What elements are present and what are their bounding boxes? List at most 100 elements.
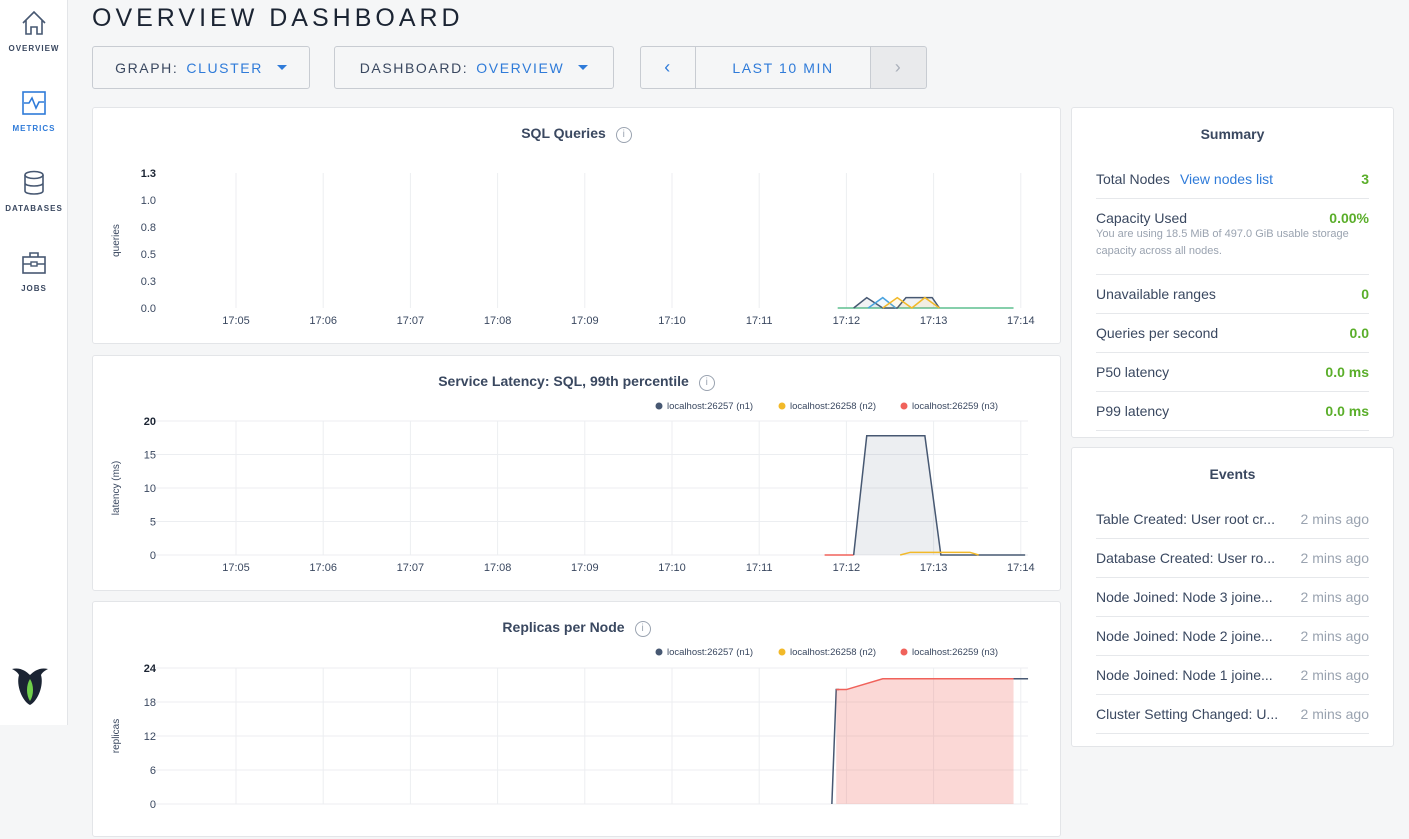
y-axis-label: latency (ms) — [111, 461, 122, 515]
summary-label: P50 latency — [1096, 364, 1170, 380]
event-item[interactable]: Table Created: User root cr... 2 mins ago — [1096, 500, 1369, 539]
legend-label[interactable]: localhost:26258 (n2) — [790, 647, 876, 658]
x-tick-label: 17:07 — [397, 562, 425, 574]
time-next-button[interactable]: › — [870, 46, 927, 89]
y-tick-label: 1.3 — [141, 168, 156, 180]
x-tick-label: 17:05 — [222, 562, 250, 574]
x-tick-label: 17:05 — [222, 315, 250, 327]
summary-value: 0.0 ms — [1325, 403, 1369, 419]
cockroach-logo[interactable] — [10, 665, 50, 707]
x-tick-label: 17:10 — [658, 315, 686, 327]
series-line — [899, 551, 979, 556]
sidebar-item-jobs[interactable]: JOBS — [0, 250, 68, 293]
legend-label[interactable]: localhost:26257 (n1) — [667, 401, 753, 412]
y-tick-label: 24 — [144, 663, 157, 675]
summary-value: 0.00% — [1329, 210, 1369, 226]
summary-row: P50 latency 0.0 ms — [1096, 353, 1369, 392]
view-nodes-link[interactable]: View nodes list — [1179, 171, 1274, 187]
x-tick-label: 17:10 — [658, 562, 686, 574]
sidebar-item-databases[interactable]: DATABASES — [0, 170, 68, 213]
summary-row: P99 latency 0.0 ms — [1096, 392, 1369, 431]
legend-swatch — [778, 402, 786, 410]
series-line — [853, 296, 941, 309]
sidebar-item-metrics[interactable]: METRICS — [0, 90, 68, 133]
y-tick-label: 0.8 — [141, 222, 156, 234]
series-line — [836, 678, 1014, 691]
dashboard-label: DASHBOARD: — [359, 59, 469, 76]
sidebar-item-label: DATABASES — [5, 204, 63, 213]
summary-label: Total Nodes — [1096, 171, 1170, 187]
legend-swatch — [900, 402, 908, 410]
legend-swatch — [900, 648, 908, 656]
chart-title: Service Latency: SQL, 99th percentile — [438, 373, 689, 389]
info-icon[interactable]: i — [615, 127, 632, 143]
event-text: Database Created: User ro... — [1096, 550, 1275, 566]
chart-replicas-per-node: Replicas per Node i 0 6 12 18 24 replicas local… — [92, 601, 1061, 837]
event-item[interactable]: Node Joined: Node 1 joine... 2 mins ago — [1096, 656, 1369, 695]
info-icon[interactable]: i — [634, 621, 651, 637]
summary-label: Queries per second — [1096, 325, 1219, 341]
sidebar-item-label: OVERVIEW — [8, 44, 60, 53]
time-prev-button[interactable]: ‹ — [640, 46, 696, 89]
sidebar-item-label: METRICS — [12, 124, 56, 133]
legend-label[interactable]: localhost:26259 (n3) — [912, 401, 998, 412]
page-title: OVERVIEW DASHBOARD — [92, 4, 464, 32]
home-icon — [22, 10, 46, 35]
x-tick-label: 17:13 — [920, 315, 948, 327]
y-tick-label: 5 — [150, 517, 156, 529]
y-tick-label: 12 — [144, 731, 156, 743]
chart-sql-queries: SQL Queries i 0.0 0.3 0.5 0.8 1.0 1.3 17:05 17:0… — [92, 107, 1061, 344]
legend-label[interactable]: localhost:26259 (n3) — [912, 647, 998, 658]
legend-label[interactable]: localhost:26258 (n2) — [790, 401, 876, 412]
chart-title: SQL Queries — [521, 125, 606, 141]
x-tick-label: 17:06 — [309, 562, 337, 574]
event-item[interactable]: Node Joined: Node 2 joine... 2 mins ago — [1096, 617, 1369, 656]
graph-dropdown[interactable]: GRAPH: CLUSTER — [92, 46, 310, 89]
time-range-selector[interactable]: LAST 10 MIN — [695, 46, 871, 89]
x-tick-label: 17:12 — [833, 562, 861, 574]
y-axis-label: queries — [111, 224, 122, 257]
graph-value: CLUSTER — [186, 59, 263, 76]
x-tick-label: 17:06 — [309, 315, 337, 327]
series-area — [836, 678, 1014, 804]
y-tick-label: 18 — [144, 697, 156, 709]
metrics-icon — [22, 91, 46, 115]
chart-title: Replicas per Node — [502, 619, 625, 635]
event-time: 2 mins ago — [1300, 589, 1369, 605]
summary-row-total-nodes: Total Nodes View nodes list 3 — [1096, 160, 1369, 199]
dashboard-dropdown[interactable]: DASHBOARD: OVERVIEW — [334, 46, 614, 89]
summary-title: Summary — [1200, 126, 1265, 142]
x-tick-label: 17:08 — [484, 315, 512, 327]
summary-label: P99 latency — [1096, 403, 1170, 419]
legend-label[interactable]: localhost:26257 (n1) — [667, 647, 753, 658]
series-area — [853, 435, 1026, 555]
event-text: Cluster Setting Changed: U... — [1096, 706, 1279, 722]
time-range-label: LAST 10 MIN — [732, 59, 834, 76]
event-time: 2 mins ago — [1300, 706, 1369, 722]
sidebar-item-label: JOBS — [21, 284, 47, 293]
legend-swatch — [655, 648, 663, 656]
event-text: Table Created: User root cr... — [1096, 511, 1275, 527]
legend-swatch — [655, 402, 663, 410]
summary-value: 0 — [1361, 286, 1369, 302]
chevron-left-icon: ‹ — [664, 57, 672, 77]
graph-label: GRAPH: — [115, 59, 179, 76]
chevron-down-icon — [578, 65, 589, 70]
x-tick-label: 17:07 — [397, 315, 425, 327]
event-item[interactable]: Node Joined: Node 3 joine... 2 mins ago — [1096, 578, 1369, 617]
y-tick-label: 1.0 — [141, 195, 156, 207]
x-tick-label: 17:14 — [1007, 562, 1035, 574]
event-item[interactable]: Database Created: User ro... 2 mins ago — [1096, 539, 1369, 578]
events-title: Events — [1209, 466, 1256, 482]
sidebar-item-overview[interactable]: OVERVIEW — [0, 10, 68, 53]
y-tick-label: 10 — [144, 483, 156, 495]
info-icon[interactable]: i — [698, 375, 715, 391]
y-tick-label: 15 — [144, 450, 156, 462]
event-time: 2 mins ago — [1300, 511, 1369, 527]
dashboard-value: OVERVIEW — [476, 59, 565, 76]
event-text: Node Joined: Node 3 joine... — [1096, 589, 1273, 605]
x-tick-label: 17:08 — [484, 562, 512, 574]
event-item[interactable]: Cluster Setting Changed: U... 2 mins ago — [1096, 695, 1369, 734]
summary-value: 0.0 ms — [1325, 364, 1369, 380]
summary-row: Queries per second 0.0 — [1096, 314, 1369, 353]
